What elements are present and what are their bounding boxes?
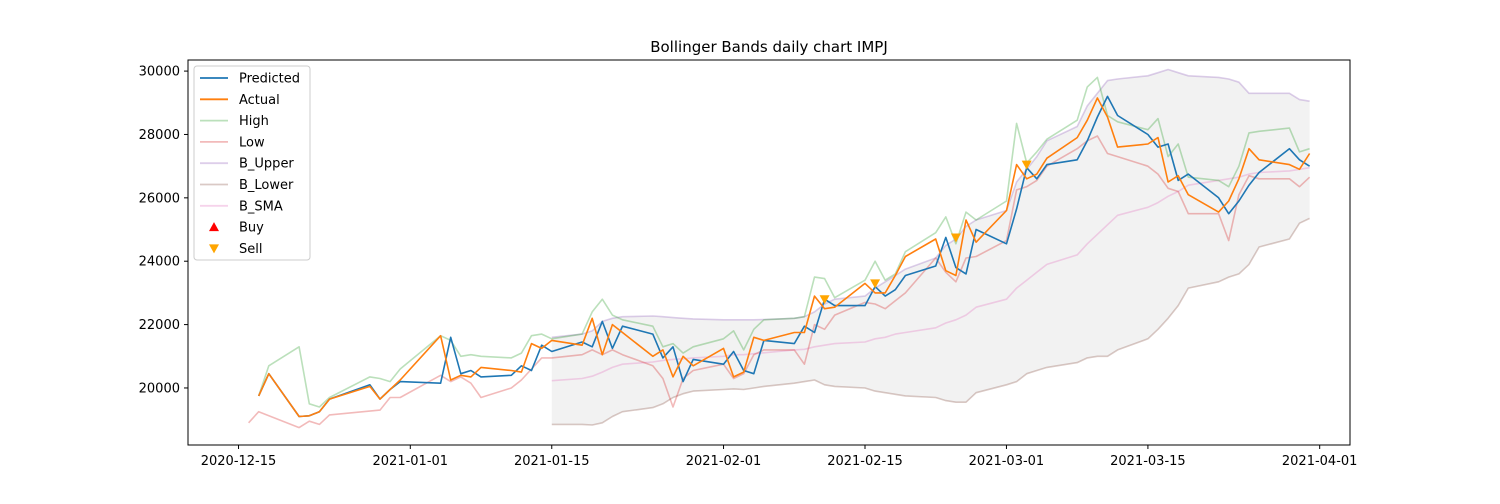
plot-series-group [248,68,1311,429]
sell-marker [870,279,881,289]
axes: 20000 22000 24000 26000 28000 30000 2020-12-15… [139,59,1358,469]
x-tick-label: 2021-04-01 [1282,454,1358,469]
legend: Predicted Actual High Low B_Upper B_Lower B_SM… [193,65,311,261]
series-line-high [257,76,1310,408]
sell-marker [1021,160,1032,170]
y-tick-label: 28000 [139,128,180,143]
legend-label: B_Lower [239,178,294,193]
y-tick-label: 24000 [139,255,180,270]
sell-marker [819,295,830,305]
y-tick-label: 22000 [139,318,180,333]
y-tick-label: 30000 [139,65,180,80]
plot-area [248,68,1311,429]
legend-label: Sell [239,242,262,257]
y-tick-label: 20000 [139,381,180,396]
y-tick-label: 26000 [139,191,180,206]
sell-marker [950,233,961,243]
legend-label: B_Upper [239,157,294,172]
x-tick-label: 2020-12-15 [201,454,277,469]
x-tick-label: 2021-02-01 [686,454,762,469]
legend-box [193,65,311,261]
series-line-b-lower [551,217,1310,426]
legend-label: High [239,114,269,129]
legend-swatch-buy [209,222,219,232]
legend-label: Predicted [239,72,300,87]
legend-label: B_SMA [239,199,283,214]
bollinger-band-fill [551,69,1310,425]
chart-title: Bollinger Bands daily chart IMPJ [650,38,888,56]
x-tick-label: 2021-01-15 [514,454,590,469]
series-line-actual [257,97,1311,418]
legend-label: Low [239,135,265,150]
x-tick-label: 2021-01-01 [373,454,449,469]
legend-label: Actual [239,93,280,108]
legend-label: Buy [239,221,264,236]
axes-frame [187,59,1351,446]
x-tick-label: 2021-03-15 [1110,454,1186,469]
x-tick-label: 2021-03-01 [969,454,1045,469]
legend-swatch-sell [209,244,219,254]
x-tick-label: 2021-02-15 [827,454,903,469]
series-line-low [248,135,1311,429]
series-line-predicted [257,95,1311,418]
